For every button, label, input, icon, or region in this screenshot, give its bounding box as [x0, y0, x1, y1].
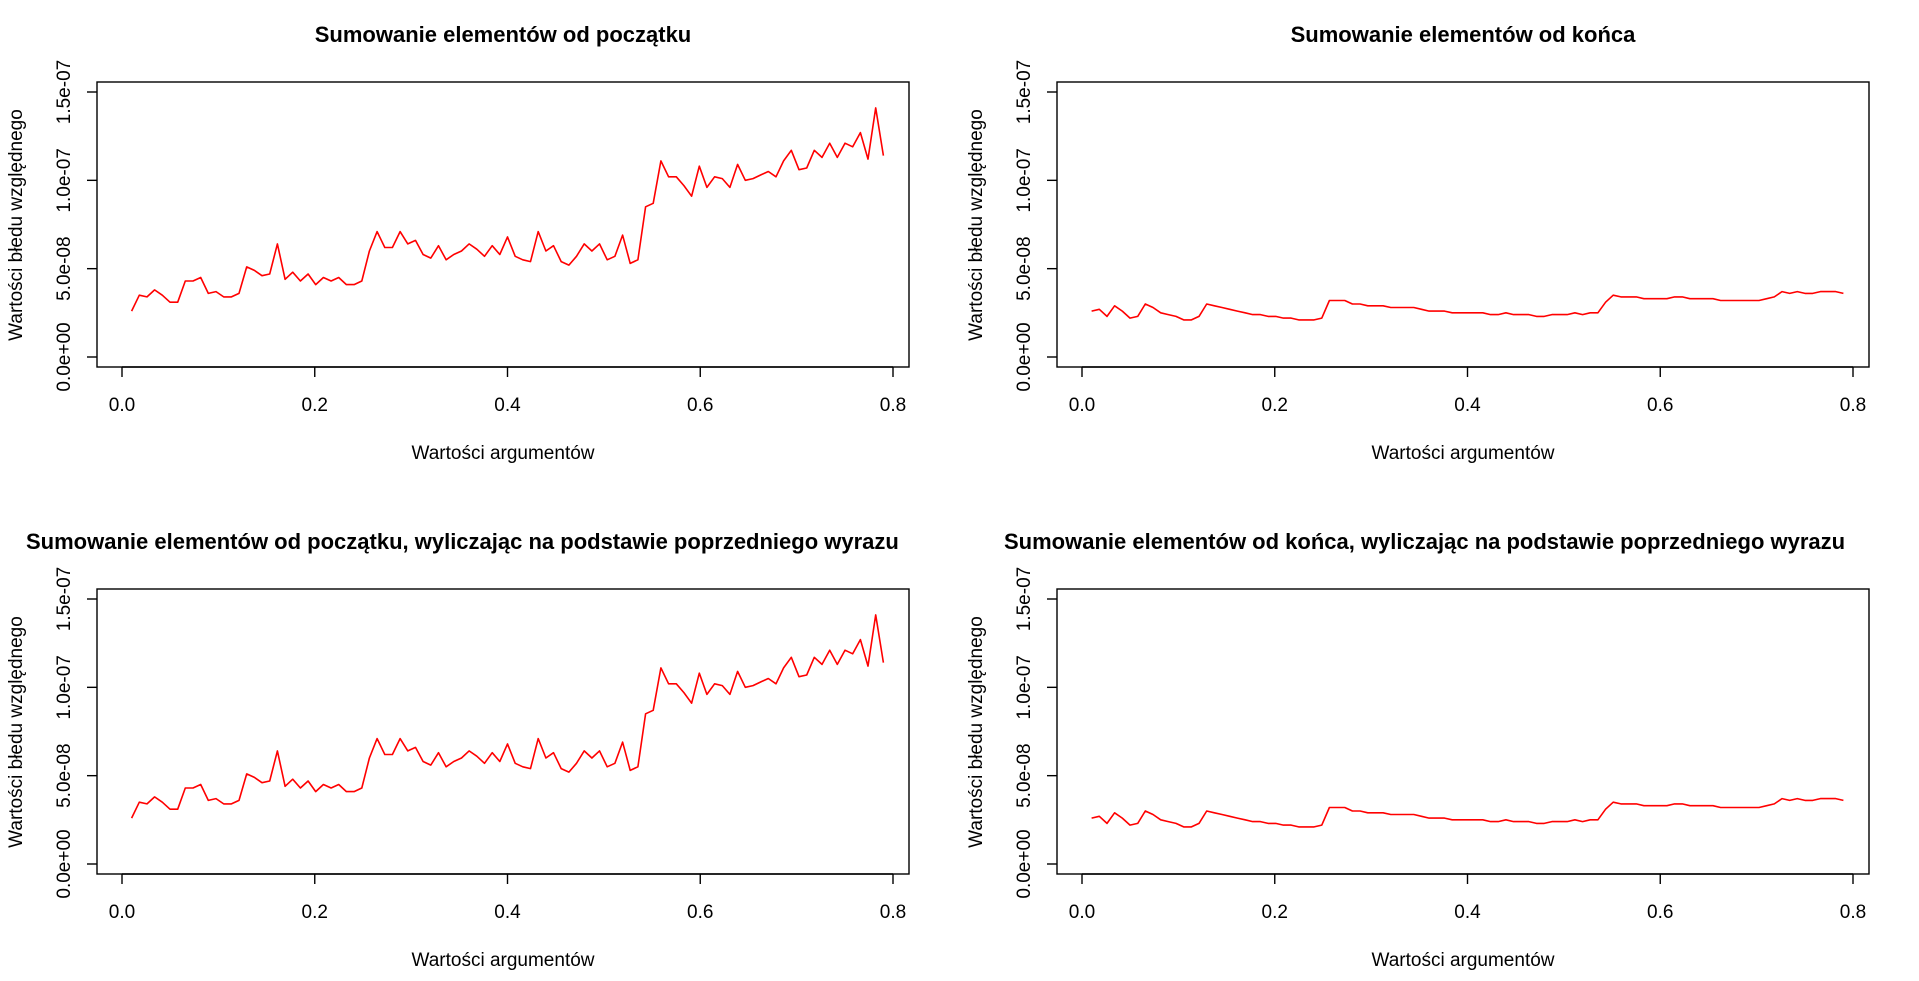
x-tick-label: 0.2 — [302, 395, 328, 416]
y-tick-label: 5.0e-08 — [54, 236, 75, 300]
series-line — [1091, 290, 1844, 321]
y-tick-label: 0.0e+00 — [1014, 322, 1035, 391]
x-tick-label: 0.8 — [1840, 902, 1866, 923]
x-tick-label: 0.2 — [302, 902, 328, 923]
x-tick-label: 0.4 — [1454, 902, 1481, 923]
y-tick-label: 1.5e-07 — [54, 60, 75, 124]
x-tick-label: 0.4 — [494, 395, 521, 416]
chart-panel-2: Sumowanie elementów od końca 0.0 0.2 0.4 0.6… — [966, 22, 1870, 464]
x-tick-label: 0.2 — [1262, 902, 1288, 923]
x-tick-label: 0.6 — [687, 395, 713, 416]
x-tick-label: 0.0 — [109, 395, 135, 416]
x-axis-label: Wartości argumentów — [411, 950, 594, 971]
y-tick-label: 0.0e+00 — [54, 322, 75, 391]
x-tick-label: 0.4 — [1454, 395, 1481, 416]
y-tick-label: 1.5e-07 — [54, 567, 75, 631]
y-tick-label: 1.5e-07 — [1014, 567, 1035, 631]
x-tick-label: 0.4 — [494, 902, 521, 923]
x-tick-label: 0.2 — [1262, 395, 1288, 416]
y-tick-label: 5.0e-08 — [1014, 743, 1035, 807]
x-tick-label: 0.8 — [1840, 395, 1866, 416]
y-tick-label: 0.0e+00 — [1014, 829, 1035, 898]
x-axis-label: Wartości argumentów — [1371, 443, 1554, 464]
plot-frame — [96, 81, 910, 368]
plot-frame — [1056, 81, 1870, 368]
chart-title: Sumowanie elementów od końca — [1291, 22, 1637, 47]
series-line — [1091, 797, 1844, 828]
plot-frame — [96, 588, 910, 875]
y-axis-label: Wartości błedu względnego — [6, 616, 27, 848]
y-axis-label: Wartości błedu względnego — [966, 109, 987, 341]
y-tick-label: 5.0e-08 — [1014, 236, 1035, 300]
x-tick-label: 0.8 — [880, 395, 906, 416]
chart-title: Sumowanie elementów od początku — [315, 22, 692, 47]
y-tick-label: 1.0e-07 — [1014, 655, 1035, 719]
y-axis-label: Wartości błedu względnego — [6, 109, 27, 341]
y-axis-label: Wartości błedu względnego — [966, 616, 987, 848]
chart-panel-4: Sumowanie elementów od końca, wyliczając… — [966, 529, 1870, 971]
x-axis-label: Wartości argumentów — [1371, 950, 1554, 971]
x-axis-label: Wartości argumentów — [411, 443, 594, 464]
y-tick-label: 1.0e-07 — [54, 148, 75, 212]
x-tick-label: 0.6 — [687, 902, 713, 923]
y-tick-label: 1.0e-07 — [54, 655, 75, 719]
y-tick-label: 1.0e-07 — [1014, 148, 1035, 212]
y-tick-label: 0.0e+00 — [54, 829, 75, 898]
x-tick-label: 0.0 — [1069, 902, 1095, 923]
chart-title: Sumowanie elementów od początku, wylicza… — [26, 529, 899, 554]
y-tick-label: 1.5e-07 — [1014, 60, 1035, 124]
chart-panel-1: Sumowanie elementów od początku 0.0 0.2 0.4… — [6, 22, 910, 464]
y-tick-label: 5.0e-08 — [54, 743, 75, 807]
plot-frame — [1056, 588, 1870, 875]
chart-title: Sumowanie elementów od końca, wyliczając… — [1004, 529, 1845, 554]
x-tick-label: 0.8 — [880, 902, 906, 923]
series-line — [130, 107, 885, 312]
x-tick-label: 0.0 — [109, 902, 135, 923]
x-tick-label: 0.6 — [1647, 902, 1673, 923]
x-tick-label: 0.0 — [1069, 395, 1095, 416]
chart-panel-3: Sumowanie elementów od początku, wylicza… — [6, 529, 910, 971]
x-tick-label: 0.6 — [1647, 395, 1673, 416]
series-line — [130, 614, 885, 819]
